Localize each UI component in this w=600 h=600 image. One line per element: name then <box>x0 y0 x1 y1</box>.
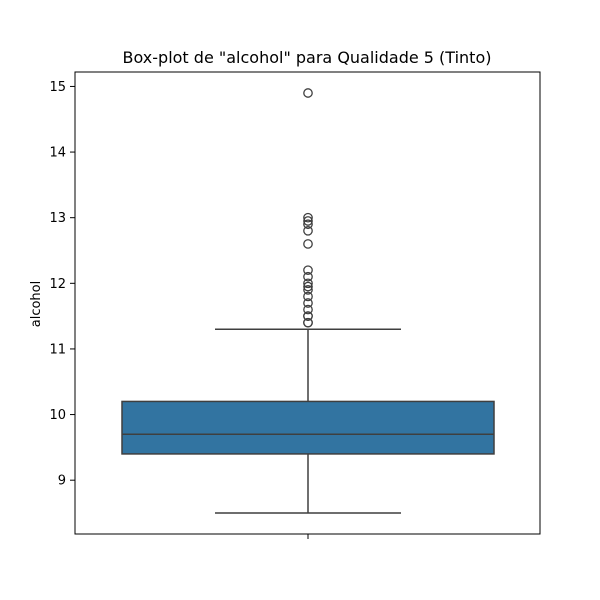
y-axis: 9 10 11 12 13 14 15 <box>49 80 309 539</box>
y-tick-label: 11 <box>49 342 66 357</box>
y-tick-label: 12 <box>49 277 66 292</box>
outlier-point <box>303 278 313 289</box>
chart-title: Box-plot de "alcohol" para Qualidade 5 (… <box>123 48 492 67</box>
y-tick-label: 10 <box>49 408 66 423</box>
outlier-point <box>303 317 313 328</box>
y-tick-label: 13 <box>49 211 66 226</box>
outlier-point <box>303 265 313 276</box>
outlier-point <box>303 219 313 230</box>
y-tick-label: 15 <box>49 80 66 95</box>
outlier-point <box>303 304 313 315</box>
outlier-point <box>303 271 313 282</box>
y-tick-label: 14 <box>49 146 66 161</box>
outlier-point <box>303 225 313 236</box>
outlier-point <box>303 88 313 98</box>
outlier-point <box>303 285 313 295</box>
interquartile-box <box>121 400 495 455</box>
outlier-point <box>303 216 313 226</box>
outlier-point <box>303 291 313 302</box>
plot-area <box>121 88 495 514</box>
outlier-point <box>303 239 313 249</box>
outlier-point <box>303 311 313 321</box>
y-tick-label: 9 <box>58 474 66 489</box>
outlier-point <box>303 298 313 308</box>
y-axis-label: alcohol <box>29 281 44 327</box>
outlier-point <box>303 281 313 292</box>
outlier-point <box>303 212 313 223</box>
